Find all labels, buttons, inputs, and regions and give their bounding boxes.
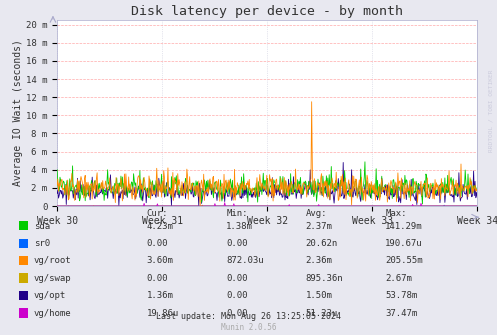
Text: 2.67m: 2.67m	[385, 274, 412, 283]
Text: 19.86u: 19.86u	[147, 309, 179, 318]
Text: 2.36m: 2.36m	[306, 257, 332, 265]
Text: 190.67u: 190.67u	[385, 239, 423, 248]
Text: Max:: Max:	[385, 209, 407, 218]
Text: 2.37m: 2.37m	[306, 222, 332, 230]
Text: Min:: Min:	[226, 209, 248, 218]
Text: 895.36n: 895.36n	[306, 274, 343, 283]
Text: vg/root: vg/root	[34, 257, 72, 265]
Text: 872.03u: 872.03u	[226, 257, 264, 265]
Text: vg/home: vg/home	[34, 309, 72, 318]
Text: sda: sda	[34, 222, 50, 230]
Text: RRDTOOL / TOBI OETIKER: RRDTOOL / TOBI OETIKER	[488, 69, 493, 152]
Text: 4.23m: 4.23m	[147, 222, 173, 230]
Text: 0.00: 0.00	[226, 274, 248, 283]
Y-axis label: Average IO Wait (seconds): Average IO Wait (seconds)	[13, 40, 23, 187]
Text: vg/opt: vg/opt	[34, 291, 66, 300]
Text: 20.62n: 20.62n	[306, 239, 338, 248]
Text: Cur:: Cur:	[147, 209, 168, 218]
Text: 0.00: 0.00	[147, 274, 168, 283]
Text: 1.38m: 1.38m	[226, 222, 253, 230]
Text: 1.50m: 1.50m	[306, 291, 332, 300]
Text: 51.23u: 51.23u	[306, 309, 338, 318]
Text: 37.47m: 37.47m	[385, 309, 417, 318]
Text: 205.55m: 205.55m	[385, 257, 423, 265]
Text: Munin 2.0.56: Munin 2.0.56	[221, 323, 276, 332]
Text: 1.36m: 1.36m	[147, 291, 173, 300]
Text: 141.29m: 141.29m	[385, 222, 423, 230]
Text: 0.00: 0.00	[226, 309, 248, 318]
Text: 0.00: 0.00	[147, 239, 168, 248]
Text: Last update: Mon Aug 26 13:25:05 2024: Last update: Mon Aug 26 13:25:05 2024	[156, 312, 341, 321]
Text: 53.78m: 53.78m	[385, 291, 417, 300]
Text: 3.60m: 3.60m	[147, 257, 173, 265]
Text: vg/swap: vg/swap	[34, 274, 72, 283]
Title: Disk latency per device - by month: Disk latency per device - by month	[131, 5, 403, 17]
Text: 0.00: 0.00	[226, 239, 248, 248]
Text: Avg:: Avg:	[306, 209, 327, 218]
Text: sr0: sr0	[34, 239, 50, 248]
Text: 0.00: 0.00	[226, 291, 248, 300]
